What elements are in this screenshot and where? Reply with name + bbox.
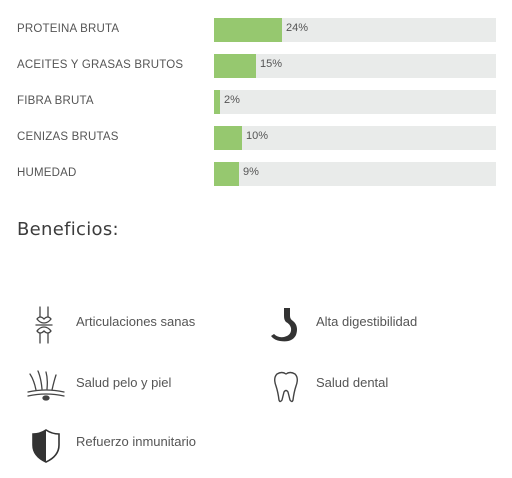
nutrition-row-cenizas: CENIZAS BRUTAS 10% <box>0 126 512 150</box>
stomach-icon <box>266 305 306 345</box>
progress-fill <box>214 126 242 150</box>
nutrition-row-proteina: PROTEINA BRUTA 24% <box>0 18 512 42</box>
nutrition-label: ACEITES Y GRASAS BRUTOS <box>17 59 184 71</box>
nutrition-label: CENIZAS BRUTAS <box>17 131 119 143</box>
benefit-dental: Salud dental <box>266 366 486 406</box>
progress-fill <box>214 162 239 186</box>
joint-icon <box>26 305 66 345</box>
benefit-label: Salud dental <box>316 375 389 390</box>
nutrition-row-fibra: FIBRA BRUTA 2% <box>0 90 512 114</box>
percent-label: 2% <box>224 94 240 106</box>
progress-fill <box>214 54 256 78</box>
nutrition-label: PROTEINA BRUTA <box>17 23 120 35</box>
percent-label: 24% <box>286 22 309 34</box>
hair-skin-icon <box>26 366 66 406</box>
benefit-pelo-piel: Salud pelo y piel <box>26 366 246 406</box>
benefit-articulaciones: Articulaciones sanas <box>26 305 246 345</box>
progress-track: 9% <box>214 162 496 186</box>
percent-label: 9% <box>243 166 259 178</box>
nutrition-row-aceites: ACEITES Y GRASAS BRUTOS 15% <box>0 54 512 78</box>
benefit-inmunitario: Refuerzo inmunitario <box>26 425 246 465</box>
benefit-digestibilidad: Alta digestibilidad <box>266 305 486 345</box>
nutrition-row-humedad: HUMEDAD 9% <box>0 162 512 186</box>
benefit-label: Alta digestibilidad <box>316 314 418 329</box>
benefit-label: Refuerzo inmunitario <box>76 434 196 449</box>
progress-track: 10% <box>214 126 496 150</box>
progress-track: 24% <box>214 18 496 42</box>
benefits-title: Beneficios: <box>17 219 119 240</box>
tooth-icon <box>266 366 306 406</box>
percent-label: 10% <box>246 130 269 142</box>
nutrition-label: FIBRA BRUTA <box>17 95 94 107</box>
benefit-label: Salud pelo y piel <box>76 375 172 390</box>
percent-label: 15% <box>260 58 283 70</box>
benefit-label: Articulaciones sanas <box>76 314 196 329</box>
progress-fill <box>214 18 282 42</box>
shield-icon <box>26 425 66 465</box>
nutrition-label: HUMEDAD <box>17 167 77 179</box>
progress-track: 2% <box>214 90 496 114</box>
progress-track: 15% <box>214 54 496 78</box>
progress-fill <box>214 90 220 114</box>
